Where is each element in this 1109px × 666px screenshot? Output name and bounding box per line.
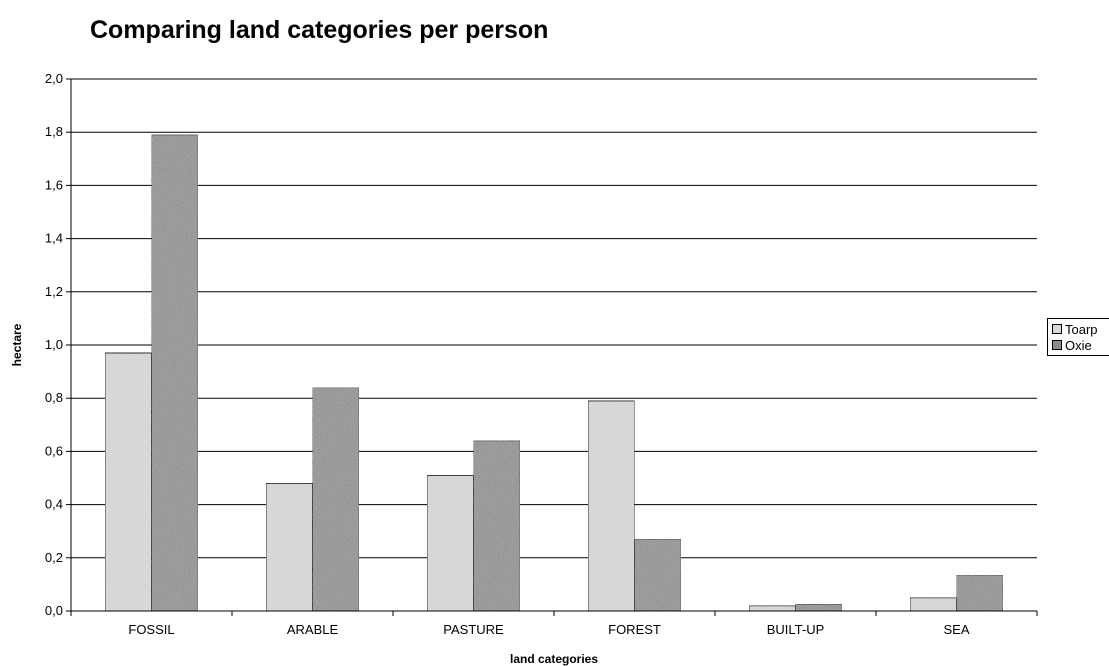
x-tick-label: FOREST — [608, 622, 661, 637]
bars — [104, 134, 1004, 612]
bar-oxie-fossil — [151, 134, 199, 612]
bar-oxie-forest — [634, 538, 682, 612]
bar-toarp-arable — [265, 482, 313, 612]
y-tick-label: 1,8 — [45, 124, 63, 139]
y-tick-label: 1,0 — [45, 337, 63, 352]
x-tick-label: BUILT-UP — [767, 622, 825, 637]
bar-oxie-arable — [312, 387, 360, 612]
y-axis-title: hectare — [10, 323, 24, 366]
bar-toarp-sea — [909, 597, 957, 612]
legend-item-toarp: Toarp — [1052, 321, 1109, 337]
x-tick-label: PASTURE — [443, 622, 504, 637]
bar-toarp-built-up — [748, 605, 796, 612]
legend-swatch — [1052, 340, 1062, 350]
legend-label: Oxie — [1065, 337, 1092, 353]
gridlines — [71, 78, 1037, 559]
x-tick-label: SEA — [943, 622, 969, 637]
x-tick-label: ARABLE — [287, 622, 339, 637]
bar-oxie-pasture — [473, 440, 521, 612]
y-tick-label: 0,8 — [45, 390, 63, 405]
legend: Toarp Oxie — [1047, 318, 1109, 356]
bar-oxie-sea — [956, 574, 1004, 612]
y-tick-label: 0,6 — [45, 443, 63, 458]
legend-swatch — [1052, 324, 1062, 334]
bar-toarp-fossil — [104, 352, 152, 612]
x-tick-label: FOSSIL — [128, 622, 174, 637]
x-axis-title: land categories — [510, 652, 598, 666]
bar-oxie-built-up — [795, 603, 843, 612]
bar-toarp-forest — [587, 400, 635, 612]
y-tick-label: 1,6 — [45, 177, 63, 192]
bar-toarp-pasture — [426, 474, 474, 612]
axes — [66, 78, 1038, 616]
y-tick-label: 1,2 — [45, 284, 63, 299]
y-tick-label: 0,0 — [45, 603, 63, 618]
chart-title: Comparing land categories per person — [90, 16, 549, 44]
y-tick-label: 0,2 — [45, 550, 63, 565]
legend-item-oxie: Oxie — [1052, 337, 1109, 353]
y-tick-label: 1,4 — [45, 231, 63, 246]
y-tick-label: 0,4 — [45, 497, 63, 512]
y-tick-label: 2,0 — [45, 71, 63, 86]
legend-label: Toarp — [1065, 321, 1098, 337]
axis-labels: 0,0 0,2 0,4 0,6 0,8 1,0 1,2 1,4 1,6 1,8 2,0 FOSSIL A… — [10, 71, 970, 666]
